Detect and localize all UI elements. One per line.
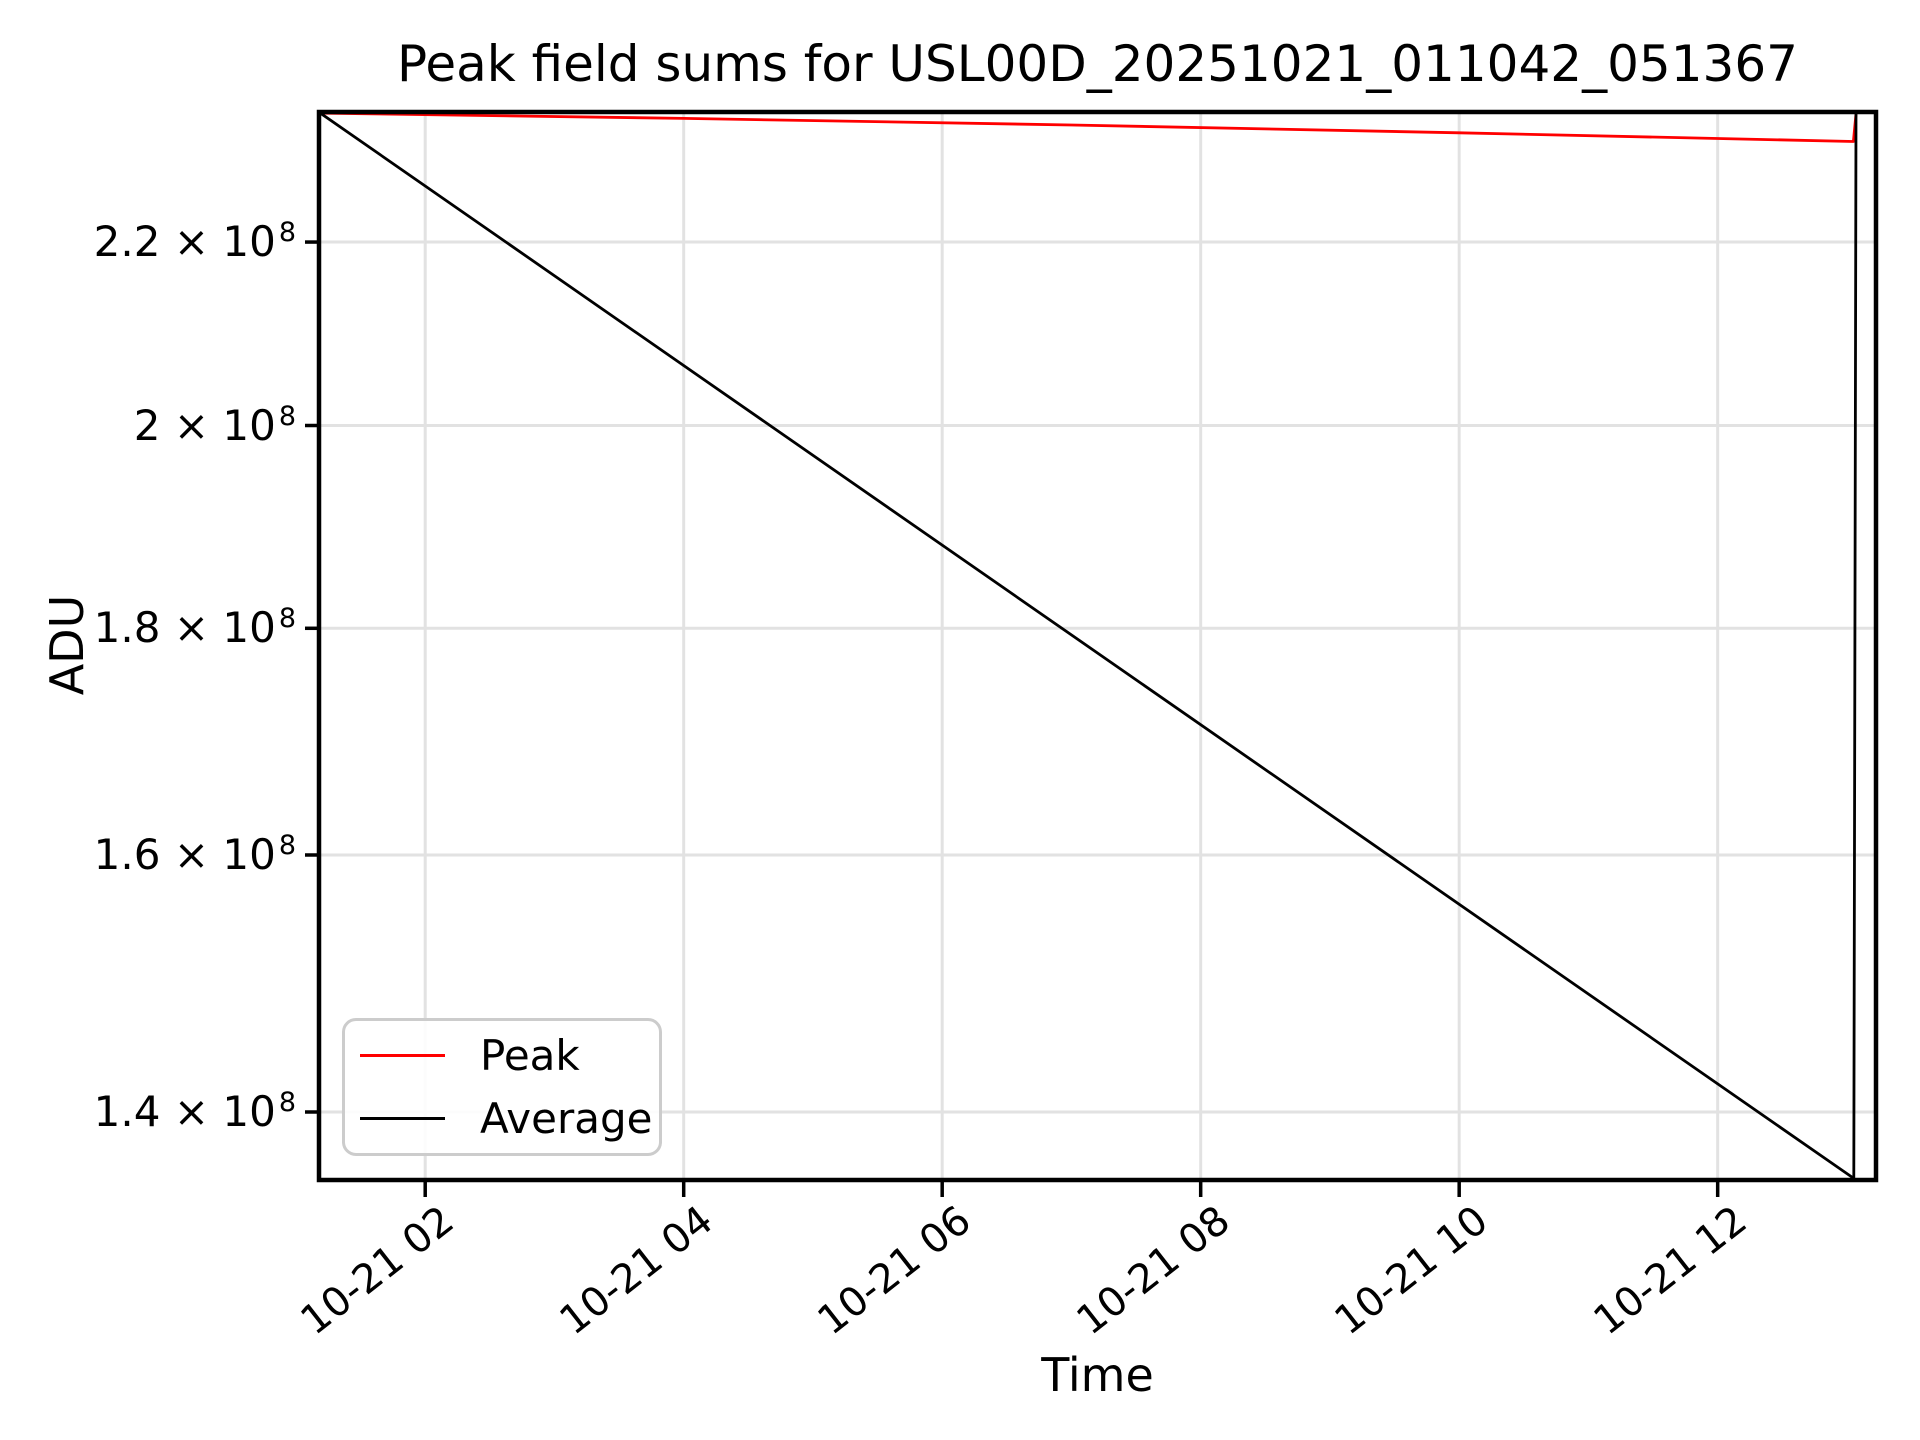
x-axis-label: Time: [1041, 1348, 1154, 1402]
chart-title: Peak field sums for USL00D_20251021_0110…: [397, 35, 1798, 93]
legend-entry-peak: Peak: [345, 1024, 659, 1087]
y-tick-label: 1.6 × 10 8: [93, 830, 296, 879]
series-peak-line: [318, 111, 1858, 143]
y-tick-label: 2.2 × 10 8: [93, 217, 296, 267]
peak-line-swatch: [360, 1054, 445, 1057]
y-tick-label: 1.8 × 10 8: [93, 603, 296, 653]
legend-entry-average: Average: [345, 1087, 659, 1150]
legend: Peak Average: [342, 1018, 662, 1156]
axes-spines: [316, 109, 1879, 1183]
legend-label-average: Average: [480, 1093, 653, 1143]
y-tick-label: 2 × 10 8: [133, 400, 296, 450]
legend-label-peak: Peak: [480, 1030, 580, 1080]
y-axis-label: ADU: [40, 594, 94, 696]
y-tick-label: 1.4 × 10 8: [93, 1087, 296, 1136]
average-line-swatch: [360, 1117, 445, 1120]
